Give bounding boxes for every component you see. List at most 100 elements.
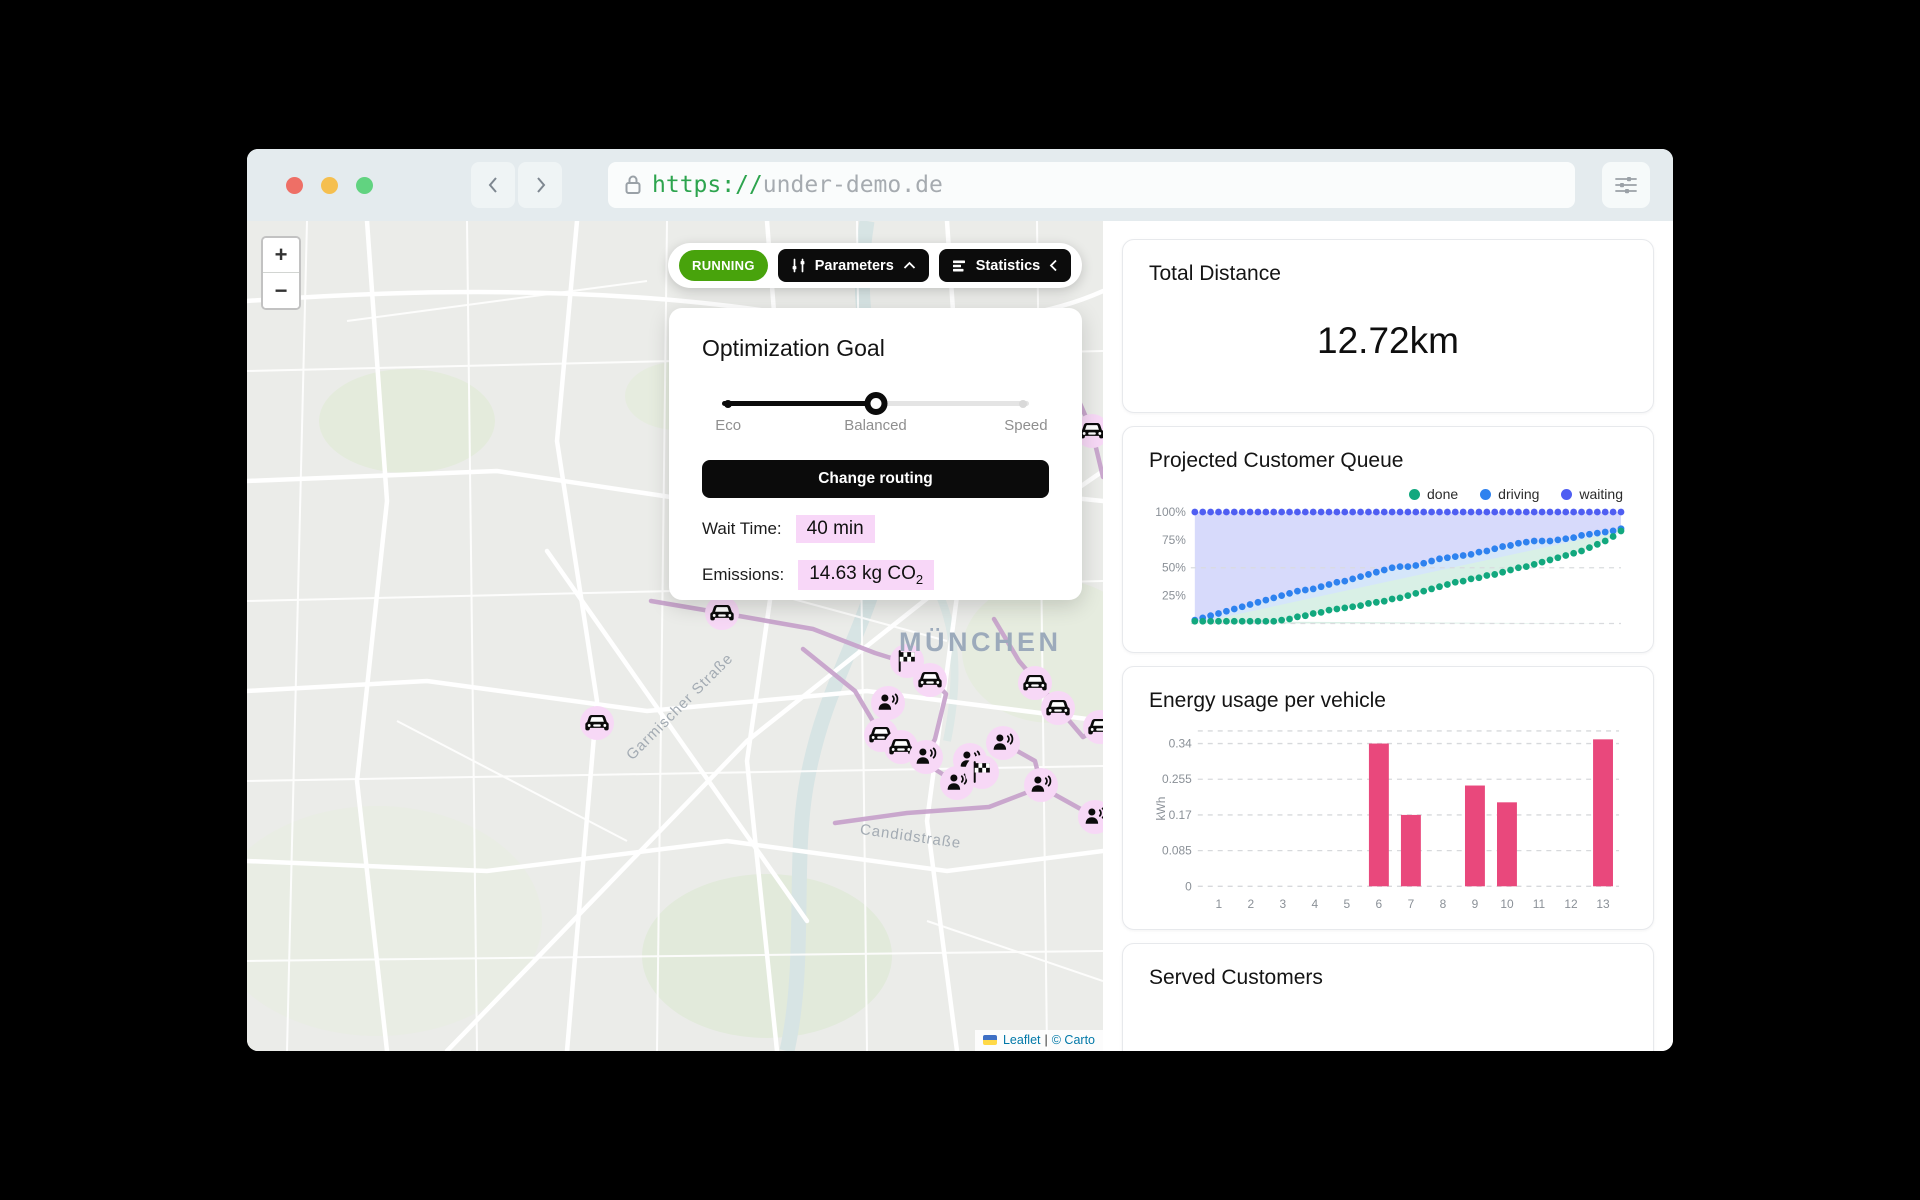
customer-marker[interactable] <box>1024 768 1058 802</box>
slider-label-balanced: Balanced <box>844 417 907 434</box>
optimization-slider[interactable] <box>722 392 1029 415</box>
vehicle-marker[interactable] <box>1083 710 1103 744</box>
svg-text:1: 1 <box>1215 897 1222 911</box>
statistics-button[interactable]: Statistics <box>938 249 1072 282</box>
svg-text:75%: 75% <box>1162 533 1186 547</box>
marker-layer <box>580 414 1103 834</box>
queue-y-ticks: 100% 75% 50% 25% <box>1155 506 1186 603</box>
chevron-left-icon <box>1049 259 1057 272</box>
legend-label: waiting <box>1579 486 1623 502</box>
back-icon <box>488 177 497 193</box>
slider-label-speed: Speed <box>1004 417 1048 434</box>
map-pane[interactable]: Garmischer Straße Candidstraße MÜNCHEN + … <box>247 221 1103 1051</box>
svg-text:5: 5 <box>1344 897 1351 911</box>
total-distance-card: Total Distance 12.72km <box>1122 239 1654 413</box>
queue-series-done <box>1191 527 1625 625</box>
vehicle-marker[interactable] <box>1018 666 1052 700</box>
forward-button[interactable] <box>518 162 562 208</box>
destination-marker[interactable] <box>890 644 924 678</box>
vehicle-marker[interactable] <box>1041 691 1075 725</box>
svg-text:100%: 100% <box>1155 506 1186 519</box>
parameters-panel: Optimization Goal Eco Balanced Speed Cha… <box>669 308 1082 600</box>
svg-text:25%: 25% <box>1162 589 1186 603</box>
customer-marker[interactable] <box>871 686 905 720</box>
zoom-out-button[interactable]: − <box>263 273 299 308</box>
slider-label-eco: Eco <box>715 417 742 434</box>
back-button[interactable] <box>471 162 515 208</box>
leaflet-link[interactable]: Leaflet <box>1002 1033 1041 1047</box>
legend-item-driving: driving <box>1480 486 1539 502</box>
svg-text:12: 12 <box>1564 897 1578 911</box>
slider-labels: Eco Balanced Speed <box>715 417 1047 439</box>
queue-series-waiting <box>1191 508 1625 516</box>
svg-text:0: 0 <box>1185 879 1192 893</box>
total-distance-title: Total Distance <box>1149 262 1281 285</box>
street-label: Candidstraße <box>859 821 962 852</box>
city-label: MÜNCHEN <box>899 627 1062 657</box>
svg-text:0.34: 0.34 <box>1169 737 1193 751</box>
vehicle-marker[interactable] <box>913 663 947 697</box>
svg-text:0.17: 0.17 <box>1169 808 1193 822</box>
emissions-label: Emissions: <box>702 564 785 584</box>
maximize-window-button[interactable] <box>356 176 373 194</box>
street-label: Garmischer Straße <box>623 650 737 764</box>
address-bar[interactable]: https://under-demo.de <box>608 162 1575 208</box>
svg-text:9: 9 <box>1472 897 1479 911</box>
queue-legend: done driving waiting <box>1149 486 1623 502</box>
energy-usage-card: Energy usage per vehicle 0 0.085 0.17 0.255… <box>1122 666 1654 930</box>
energy-usage-title: Energy usage per vehicle <box>1149 689 1386 712</box>
svg-text:13: 13 <box>1596 897 1610 911</box>
customer-marker[interactable] <box>1078 800 1103 834</box>
map-toolbar: RUNNING Parameters Statistics <box>668 243 1083 288</box>
close-window-button[interactable] <box>286 176 303 194</box>
status-badge: RUNNING <box>679 250 768 281</box>
parameters-button[interactable]: Parameters <box>777 249 929 282</box>
queue-gridlines <box>1190 567 1622 625</box>
slider-thumb[interactable] <box>864 392 887 415</box>
marker-background <box>909 740 943 774</box>
svg-text:4: 4 <box>1312 897 1319 911</box>
map-zoom-control: + − <box>261 236 301 310</box>
window-controls <box>286 176 373 194</box>
minimize-window-button[interactable] <box>321 176 338 194</box>
settings-icon <box>1615 177 1637 194</box>
customer-queue-card: Projected Customer Queue done driving wait… <box>1122 426 1654 653</box>
ukraine-flag-icon <box>982 1035 997 1045</box>
legend-dot <box>1409 488 1420 500</box>
legend-label: driving <box>1498 486 1540 502</box>
route-path <box>648 598 910 666</box>
customer-queue-chart: 100% 75% 50% 25% <box>1155 506 1625 625</box>
url-scheme: https:// <box>652 172 763 198</box>
customer-marker[interactable] <box>986 726 1020 760</box>
change-routing-button[interactable]: Change routing <box>702 460 1049 498</box>
browser-chrome: https://under-demo.de <box>247 149 1673 221</box>
zoom-in-button[interactable]: + <box>263 238 299 273</box>
marker-background <box>871 686 905 720</box>
vehicle-marker[interactable] <box>580 706 614 740</box>
url-host: under-demo.de <box>762 172 943 198</box>
panel-title: Optimization Goal <box>702 335 885 361</box>
destination-marker[interactable] <box>965 755 999 789</box>
energy-y-ticks: 0 0.085 0.17 0.255 0.34 <box>1162 737 1192 894</box>
slider-start-dot <box>724 399 732 408</box>
marker-background <box>1024 768 1058 802</box>
statistics-icon <box>952 260 965 271</box>
carto-link[interactable]: © Carto <box>1051 1033 1095 1047</box>
slider-fill <box>722 401 876 406</box>
legend-item-waiting: waiting <box>1561 486 1623 502</box>
served-customers-card: Served Customers <box>1122 943 1654 1051</box>
legend-label: done <box>1427 486 1459 502</box>
slider-end-dot <box>1019 399 1027 408</box>
statistics-label: Statistics <box>975 257 1041 274</box>
svg-text:7: 7 <box>1408 897 1415 911</box>
legend-dot <box>1480 488 1492 500</box>
vehicle-marker[interactable] <box>1075 414 1103 448</box>
svg-text:10: 10 <box>1500 897 1514 911</box>
svg-text:8: 8 <box>1440 897 1447 911</box>
svg-text:2: 2 <box>1247 897 1254 911</box>
vehicle-marker[interactable] <box>705 596 739 630</box>
browser-settings-button[interactable] <box>1602 162 1650 208</box>
customer-marker[interactable] <box>909 740 943 774</box>
parameters-icon <box>792 258 805 273</box>
